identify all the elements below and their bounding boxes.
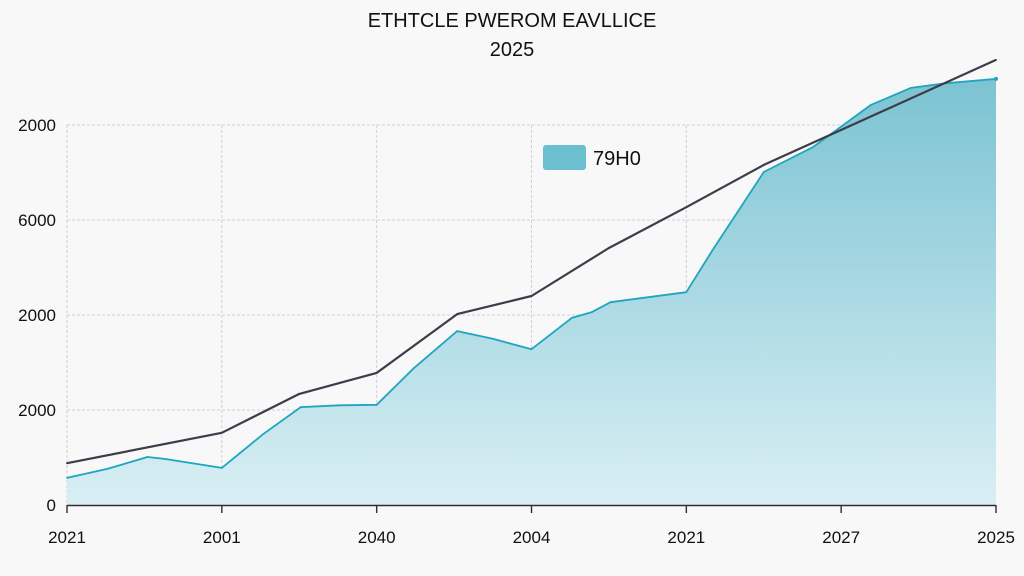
- x-tick-label: 2025: [977, 528, 1015, 547]
- data-point: [375, 372, 378, 374]
- data-point: [685, 291, 688, 294]
- chart-subtitle: 2025: [490, 39, 535, 61]
- y-tick-label: 6000: [18, 211, 56, 230]
- data-point: [608, 247, 610, 249]
- data-point: [994, 76, 998, 81]
- y-tick-label: 2000: [18, 306, 56, 325]
- area-line-79H0: [66, 78, 997, 479]
- data-point: [491, 337, 494, 340]
- data-point: [220, 467, 223, 469]
- data-point: [146, 456, 149, 458]
- data-point: [762, 164, 765, 166]
- data-point: [299, 406, 302, 408]
- chart-title: ETHTCLE PWEROM EAVLLICE: [368, 10, 657, 32]
- y-tick-label: 2000: [18, 401, 56, 420]
- data-point: [570, 317, 573, 319]
- data-point: [869, 104, 872, 106]
- x-tick-label: 2004: [513, 528, 551, 547]
- data-point: [609, 301, 612, 304]
- data-point: [530, 348, 533, 351]
- data-point: [995, 59, 997, 61]
- y-tick-label: 0: [47, 496, 56, 515]
- chart-title-group: ETHTCLE PWEROM EAVLLICE 2025: [368, 10, 657, 61]
- x-axis-tick-labels: 2021 2001 2040 2004 2021 2027 2025: [48, 528, 1015, 547]
- data-point: [530, 295, 533, 297]
- legend: 79H0: [543, 145, 641, 170]
- area-fill-79H0: [67, 78, 996, 506]
- series-line-trend: [66, 58, 997, 465]
- legend-swatch: [543, 145, 586, 170]
- data-point: [338, 404, 341, 407]
- data-point: [591, 311, 593, 313]
- y-axis-tick-labels: 0 2000 2000 6000 2000: [18, 116, 56, 515]
- data-point: [66, 462, 68, 465]
- data-point: [66, 477, 68, 479]
- data-point: [375, 403, 378, 406]
- axes: [66, 504, 997, 513]
- data-point: [762, 171, 765, 173]
- x-tick-label: 2021: [667, 528, 705, 547]
- x-tick-label: 2027: [822, 528, 860, 547]
- data-point: [262, 432, 265, 435]
- data-point: [298, 393, 301, 395]
- data-point: [456, 313, 459, 315]
- data-point: [909, 87, 912, 89]
- data-point: [412, 367, 415, 370]
- x-tick-label: 2001: [203, 528, 241, 547]
- line-layer: [66, 58, 998, 479]
- x-tick-label: 2021: [48, 528, 86, 547]
- data-point: [163, 458, 166, 460]
- legend-label: 79H0: [593, 148, 641, 170]
- data-point: [220, 431, 223, 434]
- data-point: [711, 249, 714, 251]
- data-point: [812, 146, 815, 148]
- x-tick-label: 2040: [358, 528, 396, 547]
- area-layer: [67, 78, 996, 506]
- data-point: [456, 330, 459, 332]
- data-point: [685, 206, 688, 209]
- y-tick-label: 2000: [18, 116, 56, 135]
- data-point: [106, 468, 109, 470]
